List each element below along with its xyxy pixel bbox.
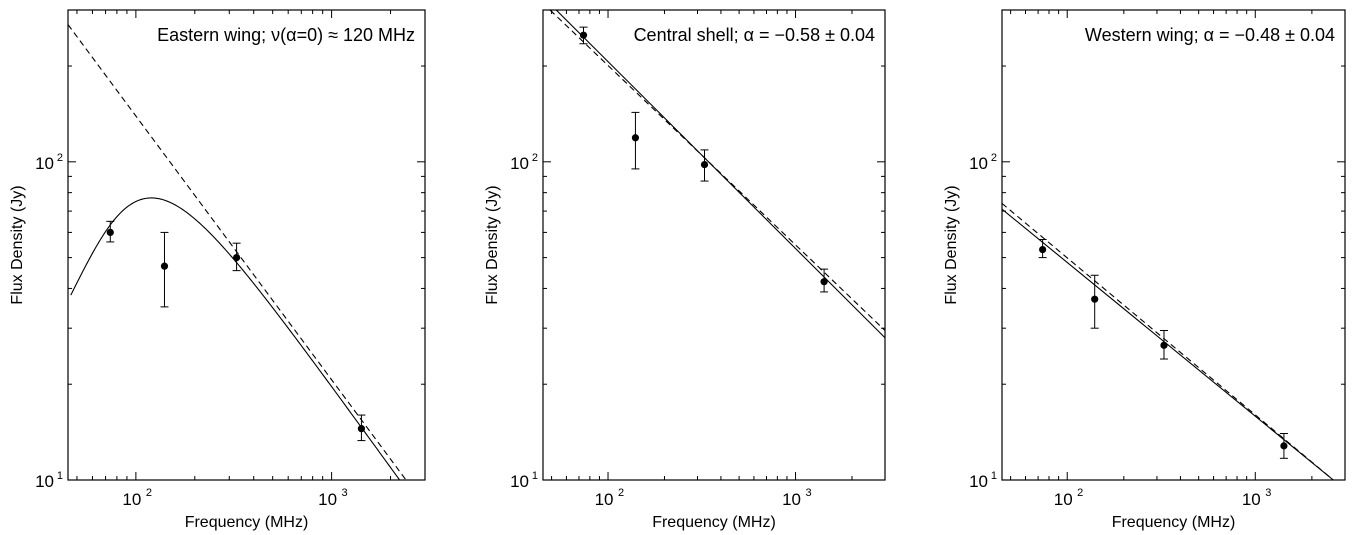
solid-fit-line xyxy=(555,10,885,339)
panel-annotation: Eastern wing; ν(α=0) ≈ 120 MHz xyxy=(157,25,415,45)
solid-fit-line xyxy=(1002,208,1334,480)
x-tick-label: 10 xyxy=(1242,490,1261,509)
data-point xyxy=(1280,442,1288,450)
x-axis-label: Frequency (MHz) xyxy=(652,514,776,531)
x-tick-label-exponent: 2 xyxy=(146,487,152,499)
y-tick-label: 10 xyxy=(510,472,529,491)
data-point xyxy=(700,161,709,169)
panel-annotation: Central shell; α = −0.58 ± 0.04 xyxy=(634,25,875,45)
data-point xyxy=(232,253,241,262)
axis-ticks xyxy=(543,9,886,481)
data-point xyxy=(820,278,828,286)
data-point xyxy=(1160,341,1168,349)
x-tick-label-exponent: 2 xyxy=(1077,487,1083,499)
plot-frame xyxy=(1001,9,1346,481)
x-tick-label: 10 xyxy=(782,490,801,509)
y-tick-label-exponent: 1 xyxy=(991,470,997,482)
y-tick-label-exponent: 1 xyxy=(57,470,63,482)
data-point xyxy=(106,228,114,237)
data-point xyxy=(160,262,169,270)
y-tick-label-exponent: 1 xyxy=(532,470,538,482)
x-tick-label: 10 xyxy=(318,490,337,509)
y-tick-label: 10 xyxy=(969,154,988,173)
y-tick-label: 10 xyxy=(969,472,988,491)
y-tick-label-exponent: 2 xyxy=(57,152,63,164)
dashed-fit-line xyxy=(549,10,885,331)
dashed-fit-line xyxy=(1002,202,1334,480)
plot-frame xyxy=(67,9,426,481)
y-tick-label-exponent: 2 xyxy=(991,152,997,164)
y-tick-label: 10 xyxy=(35,154,54,173)
y-axis-label: Flux Density (Jy) xyxy=(9,185,26,304)
y-tick-label-exponent: 2 xyxy=(532,152,538,164)
axis-ticks xyxy=(1002,9,1346,481)
plot-frame xyxy=(542,9,886,481)
y-axis-label: Flux Density (Jy) xyxy=(484,185,501,304)
data-point xyxy=(1091,295,1099,303)
x-tick-label-exponent: 3 xyxy=(1265,487,1271,499)
x-tick-label: 10 xyxy=(1054,490,1073,509)
axis-ticks xyxy=(68,9,426,481)
x-axis-label: Frequency (MHz) xyxy=(1112,514,1236,531)
data-point xyxy=(1039,245,1047,254)
x-tick-label-exponent: 3 xyxy=(805,487,811,499)
x-tick-label: 10 xyxy=(595,490,614,509)
x-tick-label: 10 xyxy=(122,490,141,509)
x-tick-label-exponent: 3 xyxy=(342,487,348,499)
y-tick-label: 10 xyxy=(35,472,54,491)
y-axis-label: Flux Density (Jy) xyxy=(943,185,960,304)
panel-annotation: Western wing; α = −0.48 ± 0.04 xyxy=(1085,25,1335,45)
data-point xyxy=(579,31,588,39)
x-axis-label: Frequency (MHz) xyxy=(185,514,309,531)
data-point xyxy=(631,134,640,142)
data-point xyxy=(357,425,366,433)
y-tick-label: 10 xyxy=(510,154,529,173)
solid-fit-line xyxy=(70,197,401,480)
x-tick-label-exponent: 2 xyxy=(618,487,624,499)
